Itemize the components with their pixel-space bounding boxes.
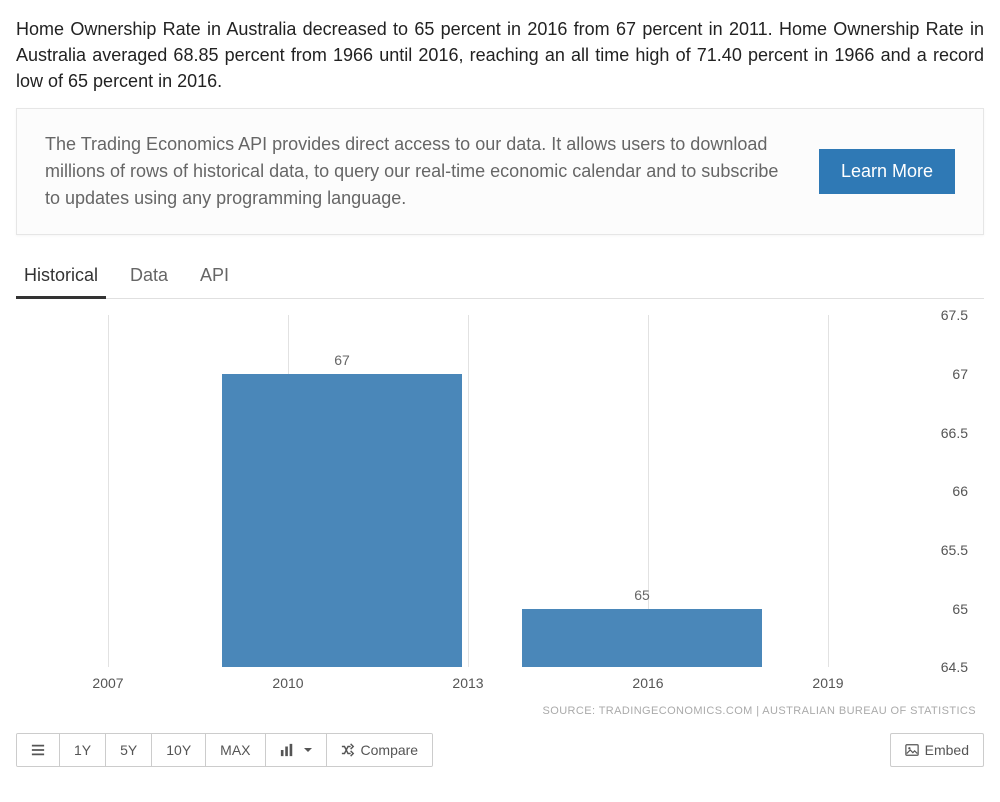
y-axis-label: 65.5 [941,542,968,558]
bar-value-label: 65 [634,587,650,609]
x-axis-label: 2019 [812,675,843,691]
x-axis-label: 2010 [272,675,303,691]
chart-bar[interactable] [522,609,762,668]
tab-api[interactable]: API [198,255,231,298]
tab-data[interactable]: Data [128,255,170,298]
api-promo-box: The Trading Economics API provides direc… [16,108,984,235]
range-1y-button[interactable]: 1Y [60,734,106,766]
y-axis-label: 65 [952,601,968,617]
range-5y-button[interactable]: 5Y [106,734,152,766]
list-icon [31,743,45,757]
compare-button[interactable]: Compare [327,734,433,766]
x-axis-label: 2016 [632,675,663,691]
chart-bar[interactable] [222,374,462,667]
x-axis-label: 2013 [452,675,483,691]
x-axis-label: 2007 [92,675,123,691]
promo-text: The Trading Economics API provides direc… [45,131,795,212]
range-10y-button[interactable]: 10Y [152,734,206,766]
image-icon [905,743,919,757]
list-view-button[interactable] [17,734,60,766]
chart-type-dropdown[interactable] [266,734,327,766]
y-axis-label: 67 [952,366,968,382]
compare-label: Compare [361,743,419,757]
gridline-vertical [108,315,109,667]
gridline-vertical [828,315,829,667]
tab-historical[interactable]: Historical [22,255,100,298]
intro-paragraph: Home Ownership Rate in Australia decreas… [16,16,984,94]
shuffle-icon [341,743,355,757]
y-axis-label: 67.5 [941,307,968,323]
bar-chart-icon [280,743,294,757]
chart-source: SOURCE: TRADINGECONOMICS.COM | AUSTRALIA… [16,705,976,717]
home-ownership-chart: 2007 2010 2013 2016 2019 67 65 64.5 65 65.5 66 66.… [22,311,978,701]
gridline-vertical [468,315,469,667]
range-max-button[interactable]: MAX [206,734,265,766]
chart-tabs: Historical Data API [16,255,984,299]
y-axis-label: 66 [952,483,968,499]
y-axis-label: 64.5 [941,659,968,675]
learn-more-button[interactable]: Learn More [819,149,955,194]
y-axis-label: 66.5 [941,425,968,441]
embed-label: Embed [925,742,969,758]
chart-toolbar: 1Y 5Y 10Y MAX Compare Embed [16,733,984,767]
bar-value-label: 67 [334,352,350,374]
embed-button[interactable]: Embed [890,733,984,767]
